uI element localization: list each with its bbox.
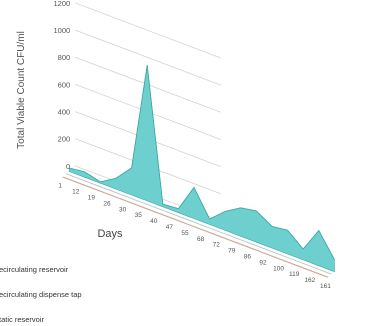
y-axis: 0 200 400 600 800 1000 1200	[54, 0, 71, 171]
x-tick-label: 92	[259, 259, 267, 266]
x-tick-label: 161	[320, 283, 331, 290]
x-tick-label: 26	[103, 200, 111, 207]
series-band	[62, 176, 329, 278]
y-tick-label: 0	[66, 162, 70, 171]
x-tick-label: 30	[119, 206, 127, 213]
y-tick-label: 800	[58, 53, 71, 62]
x-tick-label: 86	[244, 253, 252, 260]
y-tick-label: 400	[58, 108, 71, 117]
x-tick-label: 68	[197, 236, 205, 243]
series-band	[65, 173, 333, 275]
x-tick-label: 79	[228, 248, 236, 255]
legend-label: tatic reservoir	[0, 315, 45, 324]
x-tick-label: 12	[72, 189, 80, 196]
x-tick-label: 119	[289, 271, 300, 278]
depth-series	[62, 173, 333, 278]
legend-label: ecirculating dispense tap	[0, 290, 82, 299]
x-tick-label: 162	[304, 277, 315, 284]
y-tick-label: 200	[58, 135, 71, 144]
area-line	[69, 65, 335, 260]
y-axis-title: Total Viable Count CFU/ml	[16, 31, 27, 149]
x-tick-label: 55	[181, 230, 189, 237]
gridline	[75, 29, 221, 86]
y-tick-label: 1000	[54, 26, 71, 35]
legend-label: ecirculating reservoir	[0, 265, 69, 274]
x-tick-label: 100	[273, 265, 284, 272]
y-tick-label: 600	[58, 80, 71, 89]
x-tick-label: 40	[150, 218, 158, 225]
gridline	[75, 2, 221, 59]
legend: ecirculating reservoir ecirculating dispe…	[0, 265, 82, 324]
x-axis: 1 12 19 26 30 35 40 47 55 68 72 79 86 92 100 119 162 161	[58, 183, 331, 290]
x-tick-label: 1	[58, 183, 62, 190]
x-tick-label: 72	[213, 242, 221, 249]
series-area	[68, 64, 335, 273]
x-axis-title: Days	[97, 228, 123, 240]
y-tick-label: 1200	[54, 0, 71, 8]
x-tick-label: 35	[135, 212, 143, 219]
x-tick-label: 19	[88, 194, 96, 201]
x-tick-label: 47	[166, 224, 174, 231]
